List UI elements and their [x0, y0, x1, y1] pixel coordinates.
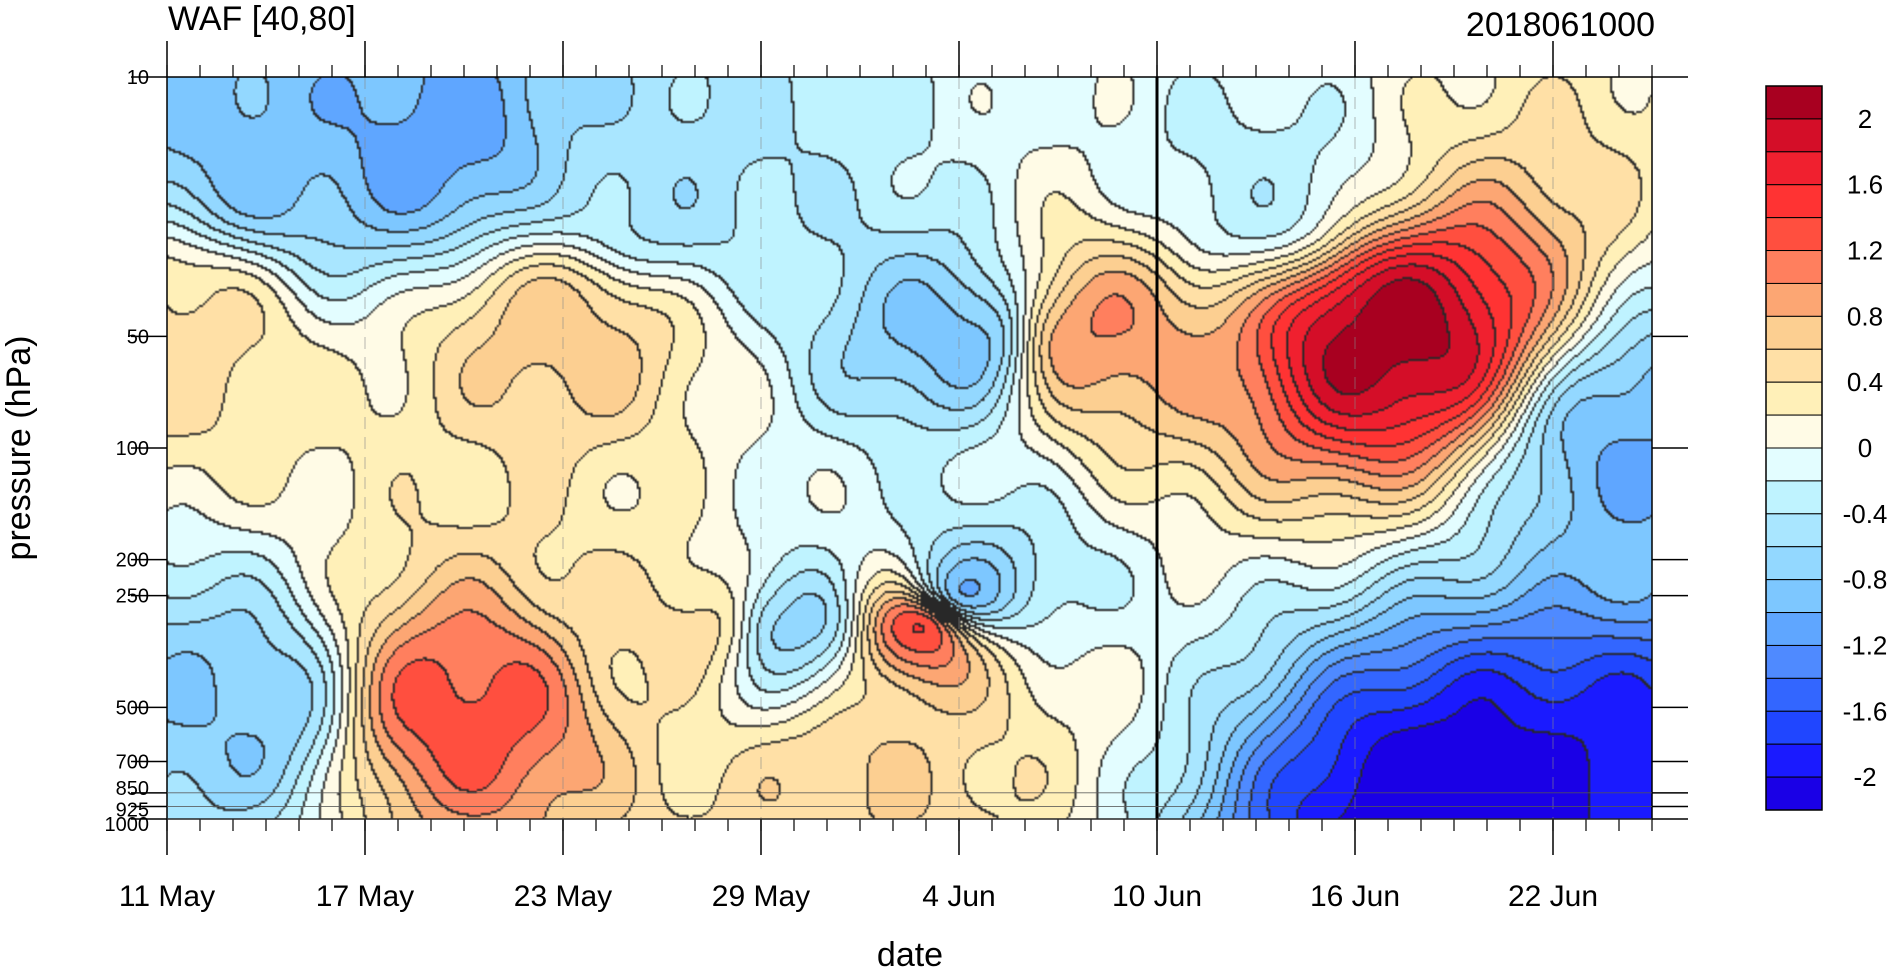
colorbar-tick-label: 1.6: [1847, 170, 1883, 200]
colorbar-swatch: [1765, 184, 1823, 219]
y-tick-label: 200: [116, 550, 149, 572]
y-tick-label: 10: [127, 67, 149, 89]
y-tick-label: 250: [116, 586, 149, 608]
y-tick-label: 100: [116, 438, 149, 460]
colorbar-swatch: [1765, 414, 1823, 449]
colorbar: 2 1.6 1.2 0.8 0.4 0 -0.4 -0.8 -1.2 -1.6 -2: [1765, 85, 1888, 811]
x-tick-label: 22 Jun: [1508, 880, 1598, 913]
colorbar-swatch: [1765, 579, 1823, 614]
colorbar-tick-label: 0.4: [1847, 367, 1883, 397]
y-axis-label: pressure (hPa): [0, 336, 38, 561]
colorbar-tick-label: -1.6: [1843, 696, 1888, 726]
colorbar-swatch: [1765, 250, 1823, 284]
colorbar-swatch: [1765, 85, 1823, 120]
colorbar-tick-label: 1.2: [1847, 236, 1883, 266]
colorbar-tick-label: -2: [1853, 762, 1876, 792]
colorbar-swatch: [1765, 644, 1823, 679]
x-tick-label: 16 Jun: [1310, 880, 1400, 913]
colorbar-swatch: [1765, 677, 1823, 712]
colorbar-swatch: [1765, 480, 1823, 515]
colorbar-tick-label: 0.8: [1847, 301, 1883, 331]
x-axis: 11 May 17 May 23 May 29 May 4 Jun 10 Jun 16 Ju…: [119, 41, 1653, 913]
x-tick-label: 23 May: [514, 880, 612, 913]
x-tick-label: 29 May: [712, 880, 810, 913]
colorbar-swatch: [1765, 348, 1823, 383]
colorbar-swatch: [1765, 315, 1823, 350]
y-tick-label: 925: [116, 799, 149, 821]
colorbar-swatch: [1765, 710, 1823, 745]
colorbar-tick-label: -0.8: [1843, 565, 1888, 595]
colorbar-tick-label: 0: [1858, 433, 1872, 463]
colorbar-swatch: [1765, 513, 1823, 548]
y-tick-label: 700: [116, 752, 149, 774]
plot-area: [167, 77, 1652, 819]
colorbar-tick-label: -1.2: [1843, 630, 1888, 660]
colorbar-tick-label: 2: [1858, 104, 1872, 134]
colorbar-swatch: [1765, 118, 1823, 153]
colorbar-swatch: [1765, 546, 1823, 581]
colorbar-swatch: [1765, 743, 1823, 778]
x-tick-label: 17 May: [316, 880, 414, 913]
colorbar-swatch: [1765, 381, 1823, 416]
colorbar-swatch: [1765, 151, 1823, 186]
x-tick-label: 10 Jun: [1112, 880, 1202, 913]
x-tick-label: 4 Jun: [922, 880, 995, 913]
contour-field: [167, 77, 1652, 819]
x-tick-label: 11 May: [119, 880, 215, 913]
y-tick-label: 50: [127, 326, 149, 348]
y-tick-label: 500: [116, 697, 149, 719]
chart-subtitle: 2018061000: [1466, 6, 1655, 44]
y-tick-label: 1000: [105, 814, 150, 836]
colorbar-tick-label: -0.4: [1843, 499, 1888, 529]
colorbar-frame: [1765, 85, 1823, 811]
colorbar-swatch: [1765, 282, 1823, 317]
y-tick-label: 850: [116, 778, 149, 800]
colorbar-swatch: [1765, 612, 1823, 646]
colorbar-swatch: [1765, 776, 1823, 811]
chart-title: WAF [40,80]: [168, 0, 356, 38]
colorbar-swatch: [1765, 447, 1823, 482]
x-axis-label: date: [877, 936, 943, 968]
colorbar-swatch: [1765, 217, 1823, 252]
